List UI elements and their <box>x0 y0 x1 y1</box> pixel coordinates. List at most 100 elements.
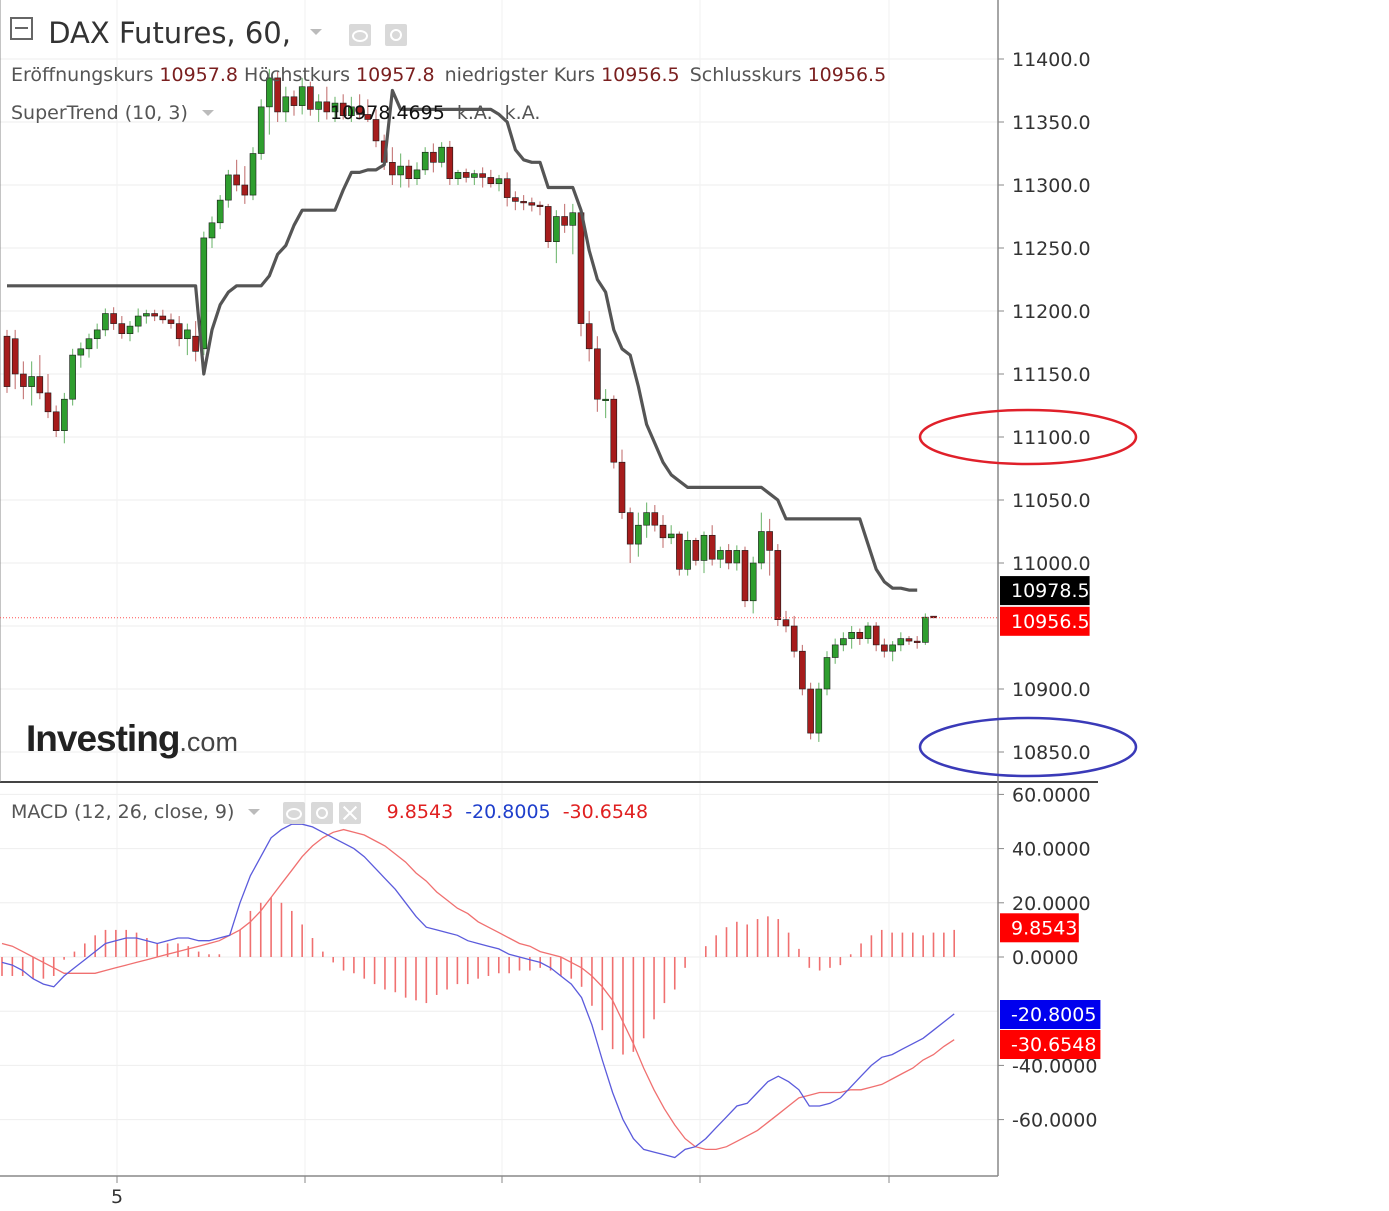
candle-body <box>528 202 536 206</box>
candle-body <box>840 638 847 646</box>
macd-label[interactable]: MACD (12, 26, close, 9) <box>11 801 235 823</box>
candle-body <box>749 562 757 602</box>
candle-body <box>200 237 208 350</box>
candle-body <box>421 151 429 171</box>
eye-icon[interactable] <box>349 24 372 46</box>
svg-text:-20.8005: -20.8005 <box>1011 1004 1096 1026</box>
candle-body <box>331 102 339 113</box>
candle-body <box>848 631 855 639</box>
candle-body <box>216 199 224 224</box>
chevron-down-icon[interactable] <box>201 110 214 116</box>
supertrend-value: 10978.4695 <box>329 102 445 124</box>
candle-body <box>700 534 708 561</box>
candle-body <box>602 398 609 402</box>
open-value: 10957.8 <box>159 64 238 86</box>
high-label: Höchstkurs <box>244 64 350 86</box>
gear-icon[interactable] <box>384 24 407 46</box>
signal-line <box>1 828 955 1151</box>
candle-body <box>905 638 913 642</box>
price-tick-label: 11150.0 <box>1012 364 1091 386</box>
low-value: 10956.5 <box>601 64 680 86</box>
candle-body <box>790 625 798 652</box>
candle-body <box>471 173 478 178</box>
candle-body <box>922 616 929 643</box>
candle-body <box>782 619 790 627</box>
candle-body <box>11 338 19 375</box>
candle-body <box>102 313 109 331</box>
supertrend-line <box>7 88 918 592</box>
gear-icon[interactable] <box>310 801 333 824</box>
candle-body <box>348 106 355 116</box>
close-icon[interactable] <box>338 801 361 824</box>
candle-body <box>618 461 626 513</box>
candle-body <box>233 174 240 186</box>
candle-body <box>134 315 142 327</box>
candle-body <box>298 86 306 106</box>
candle-body <box>667 533 675 539</box>
chevron-down-icon[interactable] <box>248 809 261 815</box>
candle-body <box>28 376 35 387</box>
candle-body <box>503 178 511 198</box>
candle-body <box>766 531 773 551</box>
candle-body <box>225 174 232 201</box>
candle-body <box>77 348 85 356</box>
macd-tick-label: 0.0000 <box>1012 947 1078 969</box>
candle-body <box>626 512 634 545</box>
candle-body <box>315 101 322 110</box>
candle-body <box>807 688 814 734</box>
candle-body <box>364 114 372 120</box>
macd-tick-label: 60.0000 <box>1012 784 1091 806</box>
candle-body <box>864 625 872 639</box>
ohlc-legend: Eröffnungskurs 10957.8 Höchstkurs 10957.… <box>11 64 886 86</box>
candle-body <box>585 323 593 350</box>
candle-body <box>889 644 896 652</box>
price-tick-label: 11400.0 <box>1012 49 1091 71</box>
candle-body <box>446 146 454 179</box>
macd-tick-label: 40.0000 <box>1012 839 1091 861</box>
close-value: 10956.5 <box>807 64 887 86</box>
low-label: niedrigster Kurs <box>444 64 596 86</box>
candle-body <box>577 212 585 324</box>
price-tick-label: 11000.0 <box>1012 553 1091 575</box>
candle-body <box>167 319 175 324</box>
candle-body <box>684 540 691 570</box>
macd-line-value: -20.8005 <box>465 801 551 823</box>
investing-logo: Investing.com <box>26 718 238 759</box>
candle-body <box>274 77 281 113</box>
candle-body <box>553 216 560 243</box>
candle-body <box>438 146 445 163</box>
candle-body <box>184 329 191 340</box>
candle-body <box>733 550 741 564</box>
candle-body <box>118 323 126 334</box>
svg-text:9.8543: 9.8543 <box>1011 917 1077 939</box>
candle-body <box>815 688 823 734</box>
price-tick-label: 11200.0 <box>1012 301 1091 323</box>
candle-body <box>856 631 864 639</box>
supertrend-label[interactable]: SuperTrend (10, 3) <box>11 102 188 124</box>
supertrend-na-2: k.A. <box>504 102 541 124</box>
price-tick-label: 11300.0 <box>1012 175 1091 197</box>
candle-body <box>175 323 183 340</box>
candle-body <box>372 119 380 142</box>
svg-text:10956.5: 10956.5 <box>1011 611 1090 633</box>
macd-last-badge: -20.8005 <box>1000 1000 1101 1029</box>
macd-tick-label: -40.0000 <box>1012 1055 1097 1077</box>
annotation-ellipse-red <box>918 408 1138 466</box>
supertrend-na-1: k.A. <box>456 102 493 124</box>
candle-body <box>69 354 76 400</box>
supertrend-last-badge: 10978.5 <box>1000 576 1090 606</box>
chevron-down-icon[interactable] <box>310 29 323 35</box>
open-label: Eröffnungskurs <box>11 64 154 86</box>
candle-body <box>536 204 544 207</box>
macd-legend: MACD (12, 26, close, 9) 9.8543 -20.8005 … <box>11 801 648 824</box>
symbol-title[interactable]: DAX Futures, 60, <box>48 16 291 50</box>
candle-body <box>831 644 839 658</box>
minus-box-icon[interactable] <box>10 17 33 40</box>
candle-body <box>479 173 486 178</box>
eye-icon[interactable] <box>282 801 305 824</box>
candle-body <box>454 172 462 179</box>
candle-body <box>659 524 667 539</box>
candle-body <box>110 313 117 324</box>
price-tick-label: 10900.0 <box>1012 679 1091 701</box>
candle-body <box>257 106 265 154</box>
